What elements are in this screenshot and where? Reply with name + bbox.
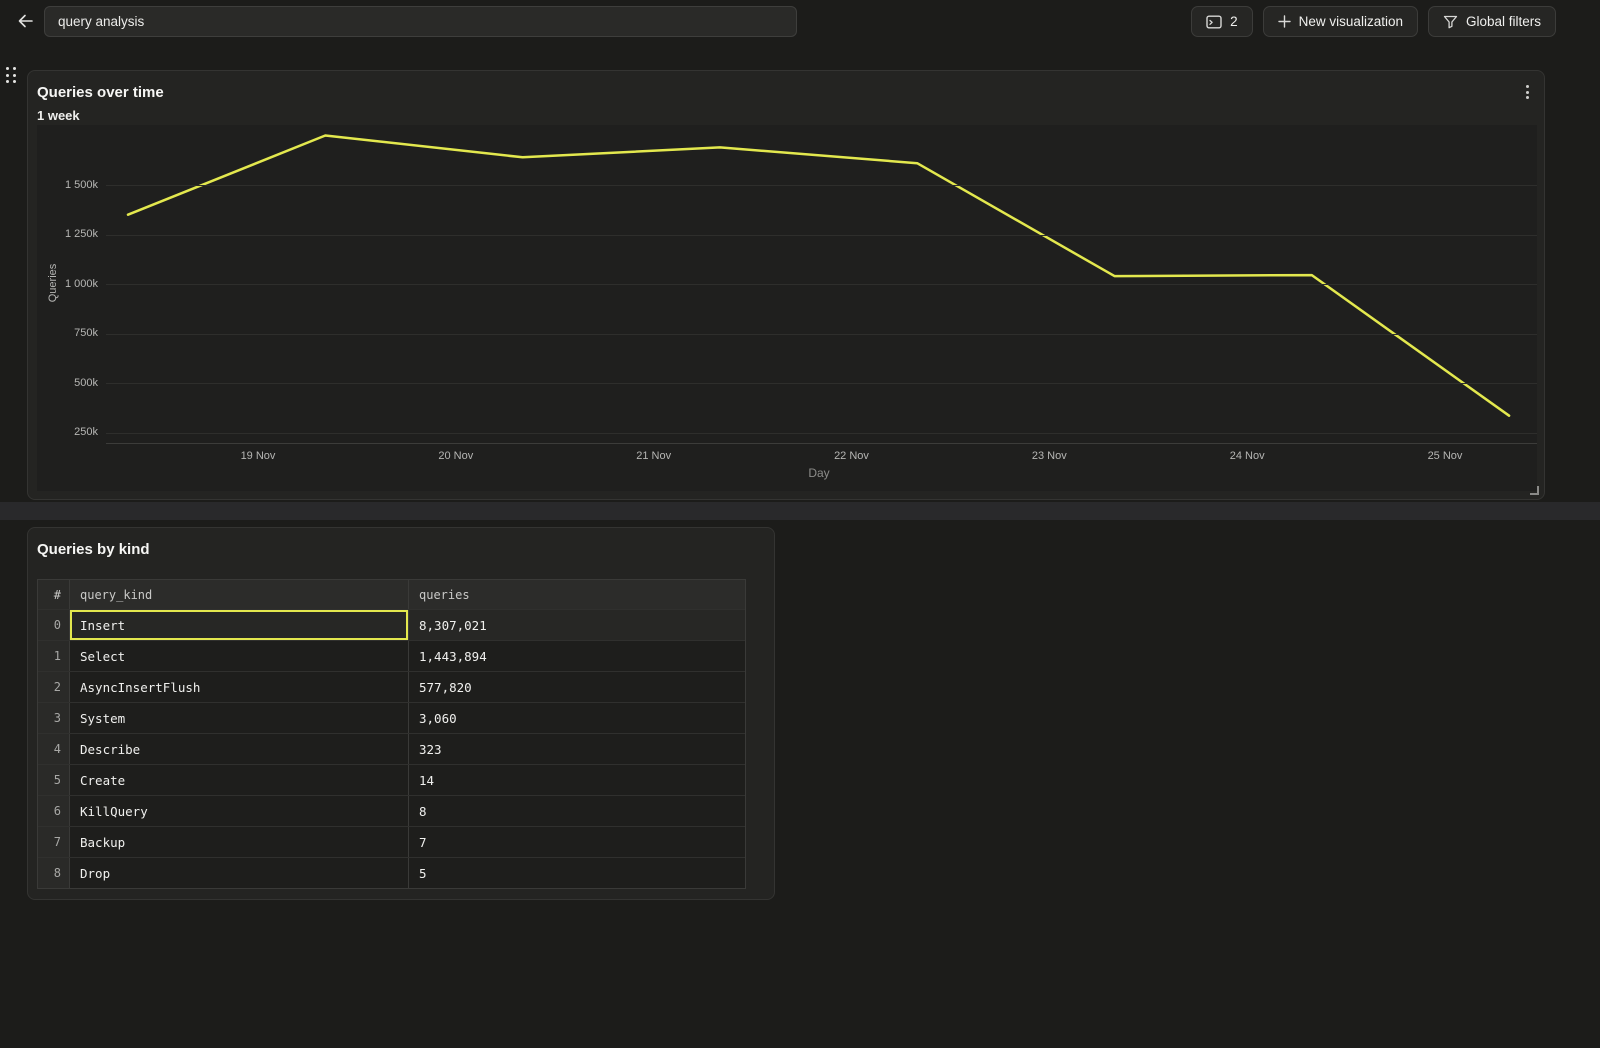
gridline [106, 234, 1537, 236]
global-filters-label: Global filters [1465, 14, 1541, 29]
new-visualization-label: New visualization [1298, 14, 1403, 29]
x-tick-label: 24 Nov [1229, 450, 1265, 462]
top-bar: 2 New visualization Global filters [0, 0, 1600, 46]
gridline [106, 432, 1537, 434]
x-tick-label: 20 Nov [438, 450, 474, 462]
x-tick-label: 21 Nov [636, 450, 672, 462]
plot-area: Queries Day 1 500k 1 250k 1 000k 750k 500k 25… [37, 125, 1537, 491]
plus-icon [1277, 15, 1291, 28]
row-index-cell: 4 [38, 734, 70, 764]
row-index-cell: 7 [38, 827, 70, 857]
sql-console-button[interactable]: 2 [1191, 6, 1253, 37]
new-visualization-button[interactable]: New visualization [1262, 6, 1418, 37]
queries-cell[interactable]: 7 [419, 834, 427, 850]
query-kind-cell[interactable]: Backup [70, 827, 409, 857]
row-index-cell: 3 [38, 703, 70, 733]
x-axis-title: Day [808, 466, 830, 480]
row-index-cell: 8 [38, 858, 70, 888]
table-row: 3 System 3,060 [38, 702, 745, 733]
queries-series-line [126, 134, 1511, 417]
gridline [106, 383, 1537, 384]
panel-menu-button[interactable] [1518, 82, 1536, 102]
query-kind-cell[interactable]: AsyncInsertFlush [70, 672, 409, 702]
row-index-cell: 1 [38, 641, 70, 671]
table-row: 0 Insert 8,307,021 [38, 609, 745, 640]
header-queries[interactable]: queries [419, 587, 470, 602]
y-tick-label: 500k [74, 376, 98, 389]
y-tick-label: 1 500k [64, 178, 98, 191]
table-row: 2 AsyncInsertFlush 577,820 [38, 671, 745, 702]
query-kind-cell[interactable]: Drop [70, 858, 409, 888]
table-row: 5 Create 14 [38, 764, 745, 795]
queries-cell[interactable]: 577,820 [419, 679, 472, 695]
table-row: 4 Describe 323 [38, 733, 745, 764]
row-index-cell: 2 [38, 672, 70, 702]
query-kind-cell[interactable]: System [70, 703, 409, 733]
arrow-left-icon [17, 13, 34, 34]
row-index-cell: 6 [38, 796, 70, 826]
queries-over-time-panel: Queries over time 1 week Queries Day 1 5… [27, 70, 1545, 500]
queries-cell[interactable]: 8,307,021 [419, 617, 487, 633]
table-header-row: # query_kind queries [38, 580, 745, 609]
sql-console-icon [1206, 15, 1222, 29]
queries-cell[interactable]: 1,443,894 [419, 648, 487, 664]
row-index-cell: 5 [38, 765, 70, 795]
queries-cell[interactable]: 323 [419, 741, 442, 757]
query-kind-cell[interactable]: Create [70, 765, 409, 795]
y-tick-label: 250k [74, 426, 98, 438]
chart-subtitle: 1 week [37, 108, 80, 123]
table-row: 6 KillQuery 8 [38, 795, 745, 826]
gridline [106, 185, 1537, 186]
chart-title: Queries over time [37, 84, 164, 101]
global-filters-button[interactable]: Global filters [1427, 6, 1556, 37]
gridline [106, 284, 1537, 285]
table-title: Queries by kind [37, 541, 150, 558]
table-body: 0 Insert 8,307,021 1 Select 1,443,894 2 AsyncIn… [38, 609, 745, 888]
y-tick-label: 1 000k [64, 277, 98, 290]
queries-cell[interactable]: 14 [419, 772, 435, 788]
queries-by-kind-panel: Queries by kind # query_kind queries 0 In… [27, 527, 775, 900]
gridline [106, 333, 1537, 335]
x-axis-line [106, 443, 1537, 444]
console-count-label: 2 [1230, 14, 1238, 29]
x-tick-label: 25 Nov [1427, 450, 1463, 462]
panel-resize-handle[interactable] [1530, 486, 1539, 495]
x-tick-label: 19 Nov [240, 450, 276, 462]
queries-by-kind-table: # query_kind queries 0 Insert 8,307,021 1 Se… [37, 579, 746, 889]
dashboard-row-separator [0, 502, 1600, 520]
x-tick-label: 22 Nov [834, 450, 869, 462]
back-button[interactable] [10, 8, 40, 38]
queries-cell[interactable]: 3,060 [419, 710, 457, 726]
query-kind-cell[interactable]: Insert [70, 610, 409, 640]
topbar-actions: 2 New visualization Global filters [1191, 6, 1556, 37]
queries-cell[interactable]: 5 [419, 865, 427, 881]
x-tick-label: 23 Nov [1031, 450, 1067, 462]
query-kind-cell[interactable]: Select [70, 641, 409, 671]
query-kind-cell[interactable]: KillQuery [70, 796, 409, 826]
queries-line-chart [126, 134, 1511, 417]
row-index-cell: 0 [38, 610, 70, 640]
header-query-kind[interactable]: query_kind [70, 580, 409, 609]
queries-cell[interactable]: 8 [419, 803, 427, 819]
table-row: 7 Backup 7 [38, 826, 745, 857]
dashboard-title-input[interactable] [44, 6, 797, 37]
header-index[interactable]: # [38, 580, 70, 609]
filter-funnel-icon [1443, 15, 1458, 29]
query-kind-cell[interactable]: Describe [70, 734, 409, 764]
table-row: 8 Drop 5 [38, 857, 745, 888]
table-row: 1 Select 1,443,894 [38, 640, 745, 671]
y-tick-label: 750k [74, 327, 98, 339]
panel-drag-handle[interactable] [6, 67, 16, 83]
y-tick-label: 1 250k [64, 228, 98, 240]
